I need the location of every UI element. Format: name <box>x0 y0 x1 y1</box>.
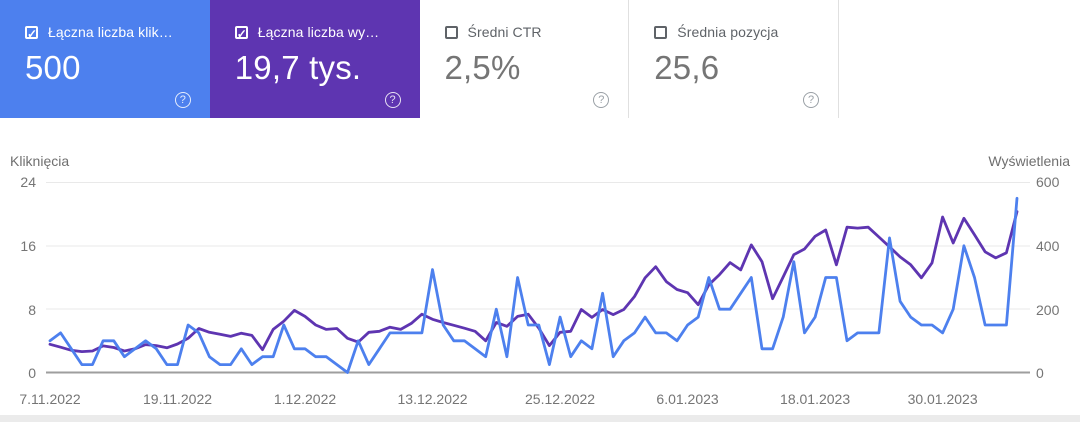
right-axis-title: Wyświetlenia <box>988 153 1070 169</box>
card-avg-ctr-label: Średni CTR <box>467 24 542 40</box>
checkbox-checked-icon[interactable]: ✓ <box>25 25 38 41</box>
card-avg-position[interactable]: Średnia pozycja 25,6 ? <box>629 0 839 118</box>
impressions-line <box>48 210 1019 354</box>
left-axis-tick: 0 <box>28 365 36 381</box>
card-total-impressions-header: ✓ Łączna liczba wy… <box>234 24 404 41</box>
card-total-impressions[interactable]: ✓ Łączna liczba wy… 19,7 tys. ? <box>209 0 420 118</box>
left-axis-tick: 24 <box>20 174 36 190</box>
left-axis-tick: 8 <box>28 302 36 318</box>
card-avg-ctr-header: Średni CTR <box>444 24 613 40</box>
checkbox-checked-icon[interactable]: ✓ <box>234 25 248 41</box>
right-axis-tick: 600 <box>1036 174 1060 190</box>
page-bottom-strip <box>0 415 1080 422</box>
card-avg-position-header: Średnia pozycja <box>654 24 822 40</box>
card-total-impressions-label: Łączna liczba wy… <box>257 24 380 40</box>
help-icon[interactable]: ? <box>384 92 401 108</box>
help-icon[interactable]: ? <box>593 92 610 108</box>
clicks-line <box>48 196 1019 374</box>
right-axis-tick: 200 <box>1036 302 1060 318</box>
help-icon[interactable]: ? <box>803 92 819 108</box>
card-total-clicks-label: Łączna liczba klik… <box>48 24 173 40</box>
card-total-clicks-header: ✓ Łączna liczba klik… <box>25 24 194 40</box>
card-total-clicks[interactable]: ✓ Łączna liczba klik… 500 ? <box>0 0 210 118</box>
metric-cards-row: ✓ Łączna liczba klik… 500 ? ✓ Łączna lic… <box>0 0 839 118</box>
right-axis-tick: 400 <box>1036 238 1060 254</box>
left-axis-tick: 16 <box>20 238 36 254</box>
card-avg-position-value: 25,6 <box>654 49 720 86</box>
card-avg-position-label: Średnia pozycja <box>677 24 779 40</box>
card-avg-ctr[interactable]: Średni CTR 2,5% ? <box>419 0 630 118</box>
card-total-clicks-value: 500 <box>25 49 81 86</box>
checkbox-unchecked-icon[interactable] <box>654 25 668 39</box>
checkbox-unchecked-icon[interactable] <box>444 25 458 39</box>
help-icon[interactable]: ? <box>174 92 191 108</box>
left-axis-title: Kliknięcia <box>10 153 70 169</box>
card-total-impressions-value: 19,7 tys. <box>234 49 362 86</box>
card-avg-ctr-value: 2,5% <box>444 49 521 86</box>
right-axis-tick: 0 <box>1036 365 1044 381</box>
